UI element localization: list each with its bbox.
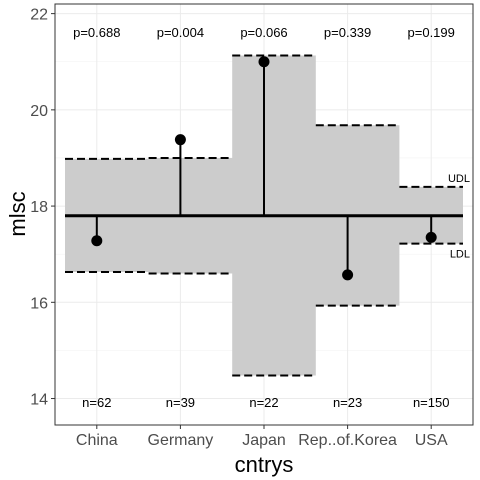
control-limits: [65, 54, 463, 377]
y-tick-label: 20: [30, 103, 48, 120]
y-tick-label: 16: [30, 295, 48, 312]
x-tick-label: USA: [415, 432, 448, 449]
n-label: n=150: [413, 395, 450, 410]
data-point: [342, 269, 354, 281]
ldl-label: LDL: [450, 249, 470, 261]
data-point: [258, 56, 270, 68]
n-label: n=22: [249, 395, 278, 410]
annotations: p=0.688 p=0.004 p=0.066 p=0.339 p=0.199 n=62 n…: [73, 25, 470, 410]
y-tick-label: 22: [30, 7, 48, 24]
p-value-label: p=0.066: [240, 25, 287, 40]
n-label: n=39: [166, 395, 195, 410]
p-value-label: p=0.339: [324, 25, 371, 40]
x-tick-label: Germany: [148, 432, 214, 449]
x-tick-label: China: [76, 432, 118, 449]
y-tick-label: 18: [30, 199, 48, 216]
axes: 14 16 18 20 22 China Germany Japan Rep..of.Korea…: [30, 7, 448, 449]
data-point: [174, 134, 186, 146]
y-tick-label: 14: [30, 392, 48, 409]
x-tick-label: Japan: [242, 432, 286, 449]
y-axis-title: mlsc: [5, 191, 30, 236]
data-point: [91, 235, 103, 247]
n-label: n=62: [82, 395, 111, 410]
p-value-label: p=0.199: [408, 25, 455, 40]
n-label: n=23: [333, 395, 362, 410]
p-value-label: p=0.688: [73, 25, 120, 40]
udl-label: UDL: [448, 173, 470, 185]
p-value-label: p=0.004: [157, 25, 204, 40]
data-marks: [91, 56, 437, 281]
x-tick-label: Rep..of.Korea: [298, 432, 397, 449]
data-point: [425, 231, 437, 243]
x-axis-title: cntrys: [235, 452, 294, 477]
